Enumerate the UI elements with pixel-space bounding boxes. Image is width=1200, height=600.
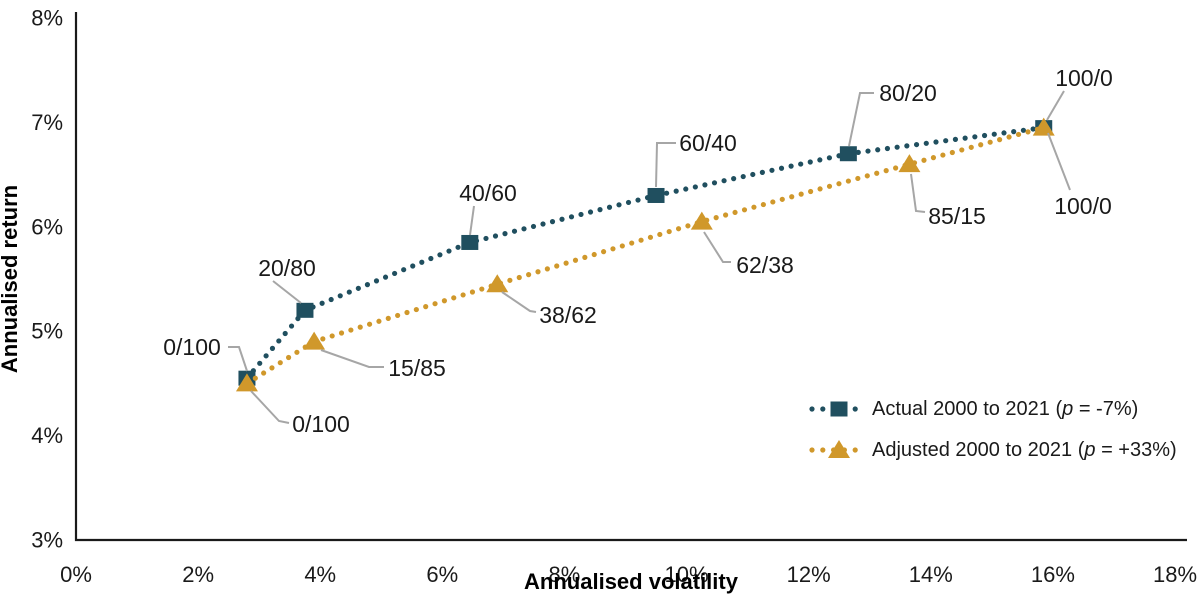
legend-item-adjusted: Adjusted 2000 to 2021 (p = +33%) (809, 439, 1177, 461)
y-tick-label: 5% (31, 319, 63, 344)
legend-item-actual: Actual 2000 to 2021 (p = -7%) (809, 398, 1138, 420)
y-tick-label: 4% (31, 423, 63, 448)
y-tick-label: 3% (31, 528, 63, 553)
data-point-label: 0/100 (292, 411, 350, 437)
data-point-label: 20/80 (258, 255, 316, 281)
legend-triangle-marker (828, 440, 850, 458)
label-leader-line (228, 346, 248, 372)
label-leader-line (1047, 132, 1071, 191)
x-tick-label: 12% (787, 562, 831, 587)
axis-lines (74, 12, 1187, 542)
data-point-label: 85/15 (928, 203, 986, 229)
actual-marker-60-40 (647, 187, 665, 203)
actual-marker-20-80 (296, 302, 314, 318)
legend-label: Adjusted 2000 to 2021 (p = +33%) (872, 439, 1177, 461)
legend-square-marker (830, 401, 848, 417)
data-point-label: 0/100 (163, 334, 221, 360)
data-point-label: 100/0 (1055, 65, 1113, 91)
y-tick-label: 7% (31, 110, 63, 135)
legend-label: Actual 2000 to 2021 (p = -7%) (872, 398, 1138, 420)
x-tick-label: 6% (426, 562, 458, 587)
adjusted-marker-62-38 (690, 211, 713, 230)
data-point-label: 40/60 (459, 180, 517, 206)
x-tick-label: 8% (549, 562, 581, 587)
data-point-label: 100/0 (1054, 193, 1112, 219)
label-leader-line (250, 390, 290, 424)
data-point-label: 80/20 (879, 80, 937, 106)
x-tick-label: 18% (1153, 562, 1197, 587)
actual-marker-80-20 (839, 146, 857, 162)
y-axis-title: Annualised return (0, 185, 22, 373)
adjusted-marker-100-0 (1032, 117, 1055, 136)
actual-marker-40-60 (461, 234, 479, 250)
label-leader-line (910, 173, 926, 213)
label-leader-line (320, 349, 384, 368)
x-tick-label: 0% (60, 562, 92, 587)
actual-series-line (244, 125, 1047, 381)
adjusted-marker-15-85 (303, 331, 326, 350)
adjusted-marker-38-62 (486, 274, 509, 293)
x-tick-label: 16% (1031, 562, 1075, 587)
adjusted-marker-85-15 (898, 154, 921, 173)
label-leader-line (272, 280, 302, 304)
x-axis-title: Annualised volatility (524, 569, 739, 594)
y-tick-label: 6% (31, 214, 63, 239)
label-leader-line (848, 92, 874, 147)
label-leader-line (469, 205, 475, 236)
x-tick-label: 2% (182, 562, 214, 587)
y-tick-label: 8% (31, 6, 63, 31)
adjusted-marker-0-100 (235, 373, 258, 392)
data-point-label: 60/40 (679, 130, 737, 156)
label-leader-line (703, 231, 731, 263)
x-tick-label: 4% (304, 562, 336, 587)
adjusted-series-line (244, 125, 1047, 386)
label-leader-line (501, 291, 537, 313)
label-leader-line (1046, 90, 1065, 121)
plot-layer: 0% 2% 4% 6% 8% 10% 12% 14% 16% 18% 3% 4% 5% 6% 7% 8% 0/1… (31, 6, 1197, 588)
x-tick-label: 10% (665, 562, 709, 587)
label-leader-line (655, 142, 676, 188)
data-point-label: 38/62 (539, 302, 597, 328)
data-point-label: 62/38 (736, 252, 794, 278)
x-tick-label: 14% (909, 562, 953, 587)
data-point-label: 15/85 (388, 355, 446, 381)
